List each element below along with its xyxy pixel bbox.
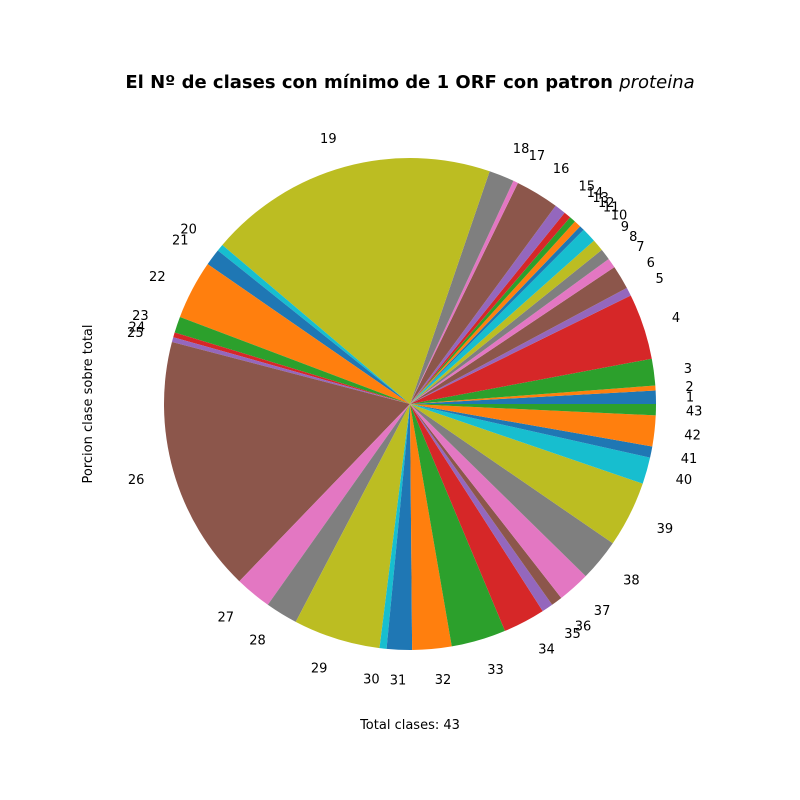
pie-label-36: 36 — [575, 620, 592, 635]
pie-slice-40 — [410, 404, 651, 484]
pie-label-43: 43 — [686, 404, 703, 419]
pie-label-37: 37 — [594, 604, 611, 619]
pie-label-27: 27 — [217, 611, 234, 626]
pie-slice-39 — [410, 404, 643, 544]
x-axis-label: Total clases: 43 — [359, 718, 460, 733]
pie-slice-23 — [174, 316, 410, 404]
pie-slice-33 — [410, 404, 505, 647]
pie-slice-14 — [410, 212, 571, 404]
pie-label-9: 9 — [621, 220, 629, 235]
pie-slice-11 — [410, 226, 584, 404]
pie-label-35: 35 — [564, 627, 581, 642]
pie-slice-28 — [267, 404, 410, 622]
pie-label-21: 21 — [172, 233, 189, 248]
pie-slice-27 — [239, 404, 410, 605]
pie-label-6: 6 — [647, 256, 655, 271]
pie-label-33: 33 — [487, 663, 504, 678]
chart-title: El Nº de clases con mínimo de 1 ORF con … — [125, 72, 694, 93]
y-axis-label: Porcion clase sobre total — [81, 325, 96, 484]
pie-label-3: 3 — [684, 362, 692, 377]
pie-label-16: 16 — [553, 162, 570, 177]
pie-label-30: 30 — [363, 672, 380, 687]
pie-slice-7 — [410, 258, 615, 404]
pie-slice-21 — [207, 250, 410, 404]
pie-label-2: 2 — [685, 380, 693, 395]
pie-label-8: 8 — [629, 230, 637, 245]
pie-slice-25 — [171, 337, 410, 404]
pie-label-12: 12 — [598, 196, 615, 211]
pie-label-28: 28 — [249, 633, 266, 648]
pie-slice-42 — [410, 404, 656, 447]
pie-slice-24 — [173, 332, 410, 404]
pie-label-34: 34 — [538, 642, 555, 657]
chart-title-main: El Nº de clases con mínimo de 1 ORF con … — [125, 72, 613, 93]
pie-label-18: 18 — [513, 142, 530, 157]
pie-label-7: 7 — [636, 240, 644, 255]
pie-label-10: 10 — [611, 209, 628, 224]
pie-label-11: 11 — [603, 201, 620, 216]
pie-label-20: 20 — [180, 223, 197, 238]
chart-title-italic: proteina — [618, 72, 694, 93]
pie-slice-6 — [410, 267, 627, 404]
pie-slice-43 — [410, 404, 656, 416]
pie-label-19: 19 — [320, 132, 337, 147]
pie-label-29: 29 — [311, 661, 328, 676]
pie-slice-22 — [179, 264, 410, 404]
pie-label-4: 4 — [672, 311, 680, 326]
pie-label-32: 32 — [435, 673, 452, 688]
pie-slice-5 — [410, 287, 631, 404]
pie-label-17: 17 — [529, 149, 546, 164]
pie-label-13: 13 — [592, 191, 609, 206]
pie-slice-30 — [379, 404, 410, 649]
pie-slice-34 — [410, 404, 543, 631]
pie-slice-35 — [410, 404, 553, 612]
pie-label-14: 14 — [587, 186, 604, 201]
pie-label-39: 39 — [657, 522, 674, 537]
pie-slice-32 — [410, 404, 452, 650]
pie-slice-4 — [410, 295, 652, 404]
pie-label-1: 1 — [686, 390, 694, 405]
pie-label-15: 15 — [579, 179, 596, 194]
pie-slice-31 — [386, 404, 413, 650]
pie-slice-41 — [410, 404, 653, 458]
pie-label-40: 40 — [676, 473, 693, 488]
pie-slice-18 — [410, 171, 514, 404]
pie-slice-10 — [410, 229, 594, 404]
pie-slice-12 — [410, 221, 581, 404]
pie-slice-37 — [410, 404, 586, 598]
pie-slice-19 — [222, 158, 490, 404]
pie-slice-26 — [164, 342, 410, 582]
pie-label-26: 26 — [128, 473, 145, 488]
pie-slice-29 — [295, 404, 410, 649]
pie-label-41: 41 — [681, 452, 698, 467]
pie-slices — [164, 158, 656, 650]
pie-slice-3 — [410, 358, 656, 404]
pie-label-38: 38 — [623, 573, 640, 588]
pie-label-23: 23 — [132, 309, 149, 324]
pie-label-42: 42 — [684, 428, 701, 443]
pie-labels: 1234567891011121314151617181920212223242… — [127, 132, 702, 689]
pie-label-22: 22 — [149, 270, 166, 285]
pie-label-25: 25 — [127, 326, 144, 341]
pie-label-5: 5 — [656, 272, 664, 287]
pie-slice-8 — [410, 249, 609, 404]
pie-slice-2 — [410, 385, 656, 404]
pie-slice-17 — [410, 180, 518, 404]
pie-slice-13 — [410, 217, 575, 404]
pie-label-31: 31 — [390, 674, 407, 689]
pie-slice-38 — [410, 404, 613, 577]
pie-slice-36 — [410, 404, 562, 605]
pie-slice-9 — [410, 240, 602, 404]
pie-label-24: 24 — [129, 320, 146, 335]
pie-slice-1 — [410, 390, 656, 404]
pie-slice-20 — [217, 244, 410, 404]
pie-slice-15 — [410, 205, 565, 404]
pie-slice-16 — [410, 182, 556, 404]
